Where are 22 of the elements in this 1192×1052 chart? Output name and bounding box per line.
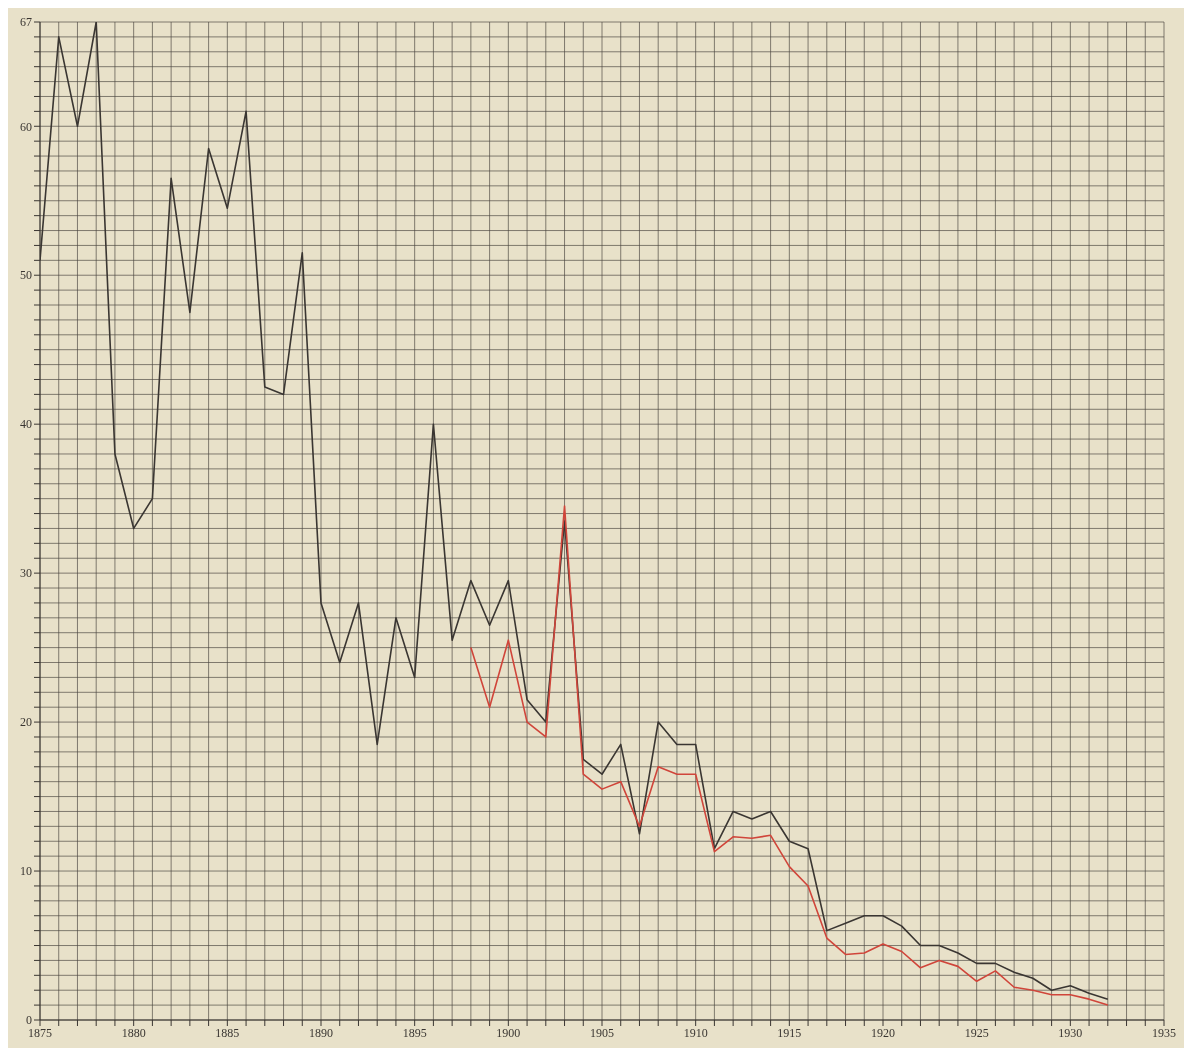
y-tick-label: 30 [20, 566, 32, 581]
x-tick-label: 1890 [309, 1025, 333, 1040]
x-tick-label: 1875 [28, 1025, 52, 1040]
line-series [470, 505, 1109, 1006]
x-tick-label: 1880 [121, 1025, 146, 1040]
y-tick-label: 20 [20, 715, 32, 730]
x-tick-label: 1900 [496, 1025, 521, 1040]
x-tick-label: 1885 [215, 1025, 240, 1040]
x-tick-label: 1930 [1058, 1025, 1083, 1040]
y-tick-label: 40 [20, 417, 32, 432]
x-tick-label: 1920 [871, 1025, 895, 1040]
y-tick-label: 60 [20, 119, 32, 134]
x-tick-label: 1910 [683, 1025, 708, 1040]
x-tick-label: 1895 [402, 1025, 427, 1040]
x-tick-label: 1925 [964, 1025, 989, 1040]
y-tick-label: 10 [20, 864, 32, 879]
x-tick-label: 1935 [1152, 1025, 1176, 1040]
x-tick-label: 1905 [590, 1025, 614, 1040]
x-tick-label: 1915 [777, 1025, 802, 1040]
y-tick-label: 0 [26, 1013, 32, 1028]
y-tick-label: 50 [20, 268, 32, 283]
y-tick-label: 67 [20, 15, 32, 30]
